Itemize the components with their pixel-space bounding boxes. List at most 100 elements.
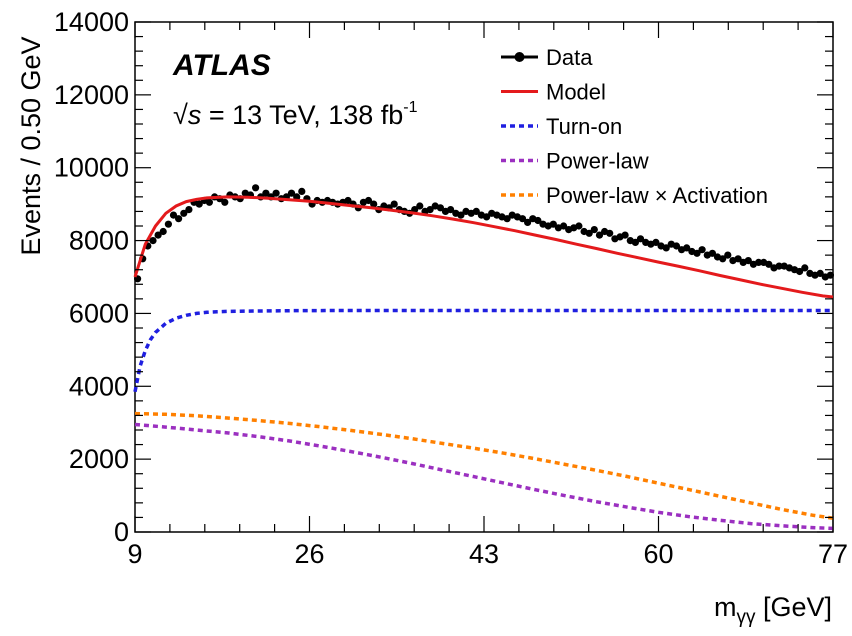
data-point — [826, 271, 835, 279]
legend-entry: Model — [501, 80, 606, 105]
data-point — [765, 260, 773, 268]
data-point — [549, 220, 557, 228]
legend: Data Model Turn-on Power-law Power-law × Act… — [501, 45, 768, 208]
x-tick-label: 43 — [469, 539, 499, 569]
data-point — [262, 189, 270, 197]
data-point — [185, 206, 193, 214]
data-point — [159, 227, 167, 236]
data-point — [590, 226, 598, 234]
y-tick-label: 0 — [114, 517, 129, 547]
y-tick-label: 8000 — [69, 226, 129, 256]
data-point — [683, 244, 691, 252]
data-point — [370, 200, 378, 208]
data-point — [755, 258, 763, 266]
data-point — [652, 238, 660, 246]
data-point — [298, 187, 306, 195]
data-point — [796, 267, 804, 276]
data-point — [708, 249, 717, 257]
data-point — [411, 206, 419, 214]
curve-model — [133, 195, 834, 299]
data-point — [205, 198, 213, 206]
x-tick-label: 9 — [127, 539, 142, 569]
data-point — [344, 196, 352, 205]
curve-power-law-activation — [134, 411, 834, 520]
data-point — [164, 220, 172, 228]
sqrt-symbol: √ — [173, 100, 188, 130]
data-point — [816, 269, 824, 277]
legend-entry: Power-law × Activation — [501, 183, 768, 208]
data-point — [518, 215, 527, 223]
y-tick-label: 10000 — [54, 153, 129, 183]
curve-turn-on — [133, 308, 833, 393]
x-axis-title-sub: γγ — [736, 607, 756, 628]
data-point — [734, 255, 742, 263]
data-point — [436, 204, 444, 212]
legend-label: Power-law — [546, 149, 649, 174]
data-point — [693, 249, 701, 257]
data-point — [221, 198, 229, 206]
data-point — [195, 200, 203, 208]
legend-entry: Data — [501, 45, 593, 70]
data-point — [457, 211, 465, 219]
data-point — [621, 231, 629, 239]
y-tick-label: 6000 — [69, 298, 129, 328]
data-point — [447, 206, 455, 214]
energy-value: = 13 TeV, 138 fb — [201, 100, 403, 130]
data-point — [169, 211, 178, 219]
data-point — [560, 222, 568, 230]
data-point — [483, 213, 491, 221]
y-axis-title: Events / 0.50 GeV — [16, 36, 46, 255]
data-point — [287, 189, 296, 197]
data-point — [631, 238, 640, 246]
data-point — [472, 207, 480, 215]
x-axis-title-unit: [GeV] — [755, 592, 832, 622]
lumi-exponent: -1 — [403, 99, 417, 116]
legend-label: Data — [546, 45, 593, 70]
data-point — [272, 189, 280, 197]
data-point — [524, 218, 532, 226]
x-axis-title: mγγ [GeV] — [714, 592, 832, 628]
y-tick-label: 12000 — [54, 80, 129, 110]
data-point — [252, 184, 260, 192]
data-point — [175, 215, 183, 223]
data-point — [595, 231, 604, 239]
data-point — [149, 237, 157, 245]
x-tick-label: 26 — [294, 539, 324, 569]
legend-label: Model — [546, 80, 606, 105]
data-point — [724, 251, 732, 259]
data-point — [672, 242, 681, 250]
data-point — [698, 246, 706, 254]
y-tick-label: 14000 — [54, 7, 129, 37]
data-point — [503, 215, 511, 223]
energy-label: √s = 13 TeV, 138 fb-1 — [173, 99, 418, 130]
data-point — [585, 229, 593, 237]
legend-entry: Power-law — [501, 149, 649, 174]
data-point — [364, 196, 373, 205]
data-point — [154, 231, 162, 239]
x-tick-label: 77 — [818, 539, 848, 569]
data-point — [801, 264, 809, 272]
data-point — [662, 244, 670, 252]
data-point — [416, 202, 424, 210]
y-tick-label: 2000 — [69, 444, 129, 474]
data-point — [575, 222, 583, 230]
legend-entry: Turn-on — [501, 114, 622, 139]
data-point — [636, 235, 645, 243]
data-point — [606, 229, 614, 237]
data-point — [775, 262, 783, 270]
legend-label: Turn-on — [546, 114, 622, 139]
data-point — [719, 255, 727, 263]
data-point — [534, 216, 542, 225]
sqrt-s: s — [188, 100, 202, 130]
x-axis-title-main: m — [714, 592, 737, 622]
legend-label: Power-law × Activation — [546, 183, 768, 208]
data-point — [390, 200, 398, 208]
y-tick-label: 4000 — [69, 371, 129, 401]
data-point — [180, 209, 188, 217]
x-tick-label: 60 — [643, 539, 673, 569]
data-point — [426, 206, 434, 214]
legend-swatch-marker — [514, 52, 525, 62]
data-point — [744, 257, 752, 265]
curve-power-law — [134, 422, 834, 531]
